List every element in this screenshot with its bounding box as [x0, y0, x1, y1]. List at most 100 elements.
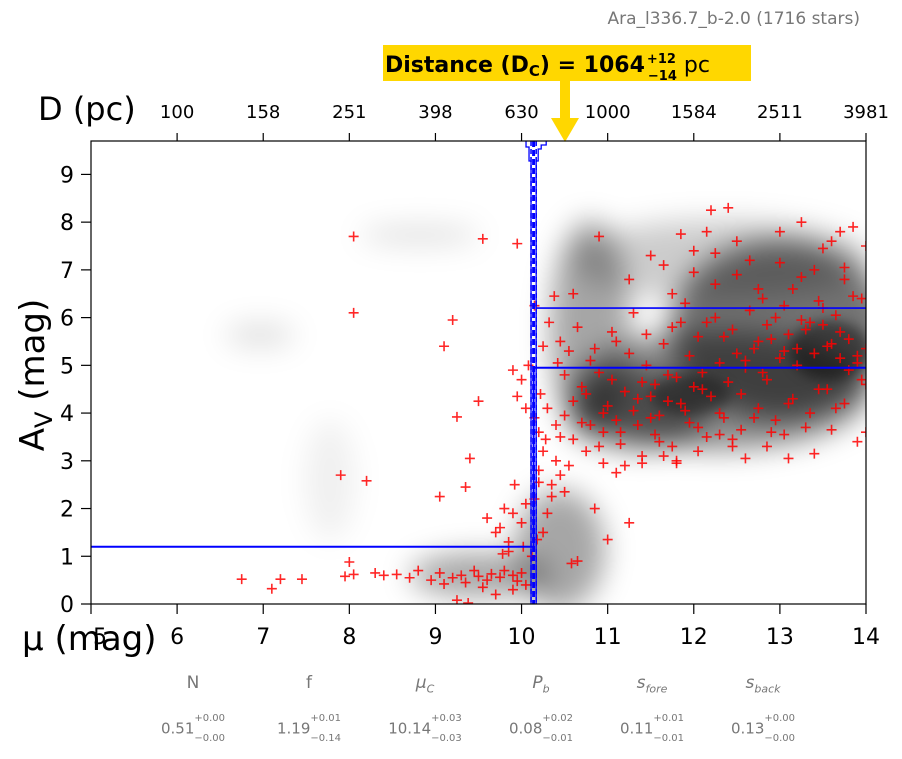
- star-point: [624, 274, 635, 285]
- star-point: [632, 393, 643, 404]
- star-point: [766, 427, 777, 438]
- star-point: [650, 429, 661, 440]
- star-point: [340, 571, 351, 582]
- star-point: [434, 567, 445, 578]
- star-point: [624, 517, 635, 528]
- star-point: [568, 434, 579, 445]
- star-point: [809, 264, 820, 275]
- star-point: [861, 241, 866, 252]
- star-point: [684, 417, 695, 428]
- param-value: 10.14+0.03 −0.03: [388, 713, 462, 744]
- star-point: [594, 367, 605, 378]
- star-point: [464, 453, 475, 464]
- star-point: [551, 455, 561, 466]
- star-point: [266, 583, 277, 594]
- param-value: 0.11+0.01 −0.01: [619, 713, 685, 744]
- param-value: 0.08+0.02 −0.01: [508, 713, 574, 744]
- star-point: [736, 424, 747, 435]
- star-point: [852, 436, 863, 447]
- star-point: [526, 551, 537, 562]
- star-point: [835, 226, 846, 237]
- star-point: [779, 346, 790, 357]
- star-point: [572, 322, 583, 333]
- param-value: 0.51+0.00 −0.00: [160, 713, 226, 744]
- star-point: [628, 307, 639, 318]
- star-point: [744, 305, 755, 316]
- param-name: N: [186, 673, 200, 693]
- star-point: [783, 398, 794, 409]
- x-tick-label: 14: [852, 625, 880, 650]
- posterior-histogram: [525, 141, 547, 604]
- star-point: [555, 470, 566, 481]
- param-name: Pb: [532, 673, 550, 696]
- star-point: [503, 536, 514, 547]
- star-point: [566, 558, 577, 569]
- star-point: [688, 267, 699, 278]
- star-point: [585, 420, 596, 431]
- star-point: [757, 293, 768, 304]
- star-point: [507, 584, 518, 595]
- param-value: 1.19+0.01 −0.14: [276, 713, 342, 744]
- x-axis-label: μ (mag): [22, 619, 157, 659]
- star-point: [594, 441, 605, 452]
- star-point: [861, 427, 866, 438]
- star-point: [509, 479, 520, 490]
- star-point: [378, 570, 389, 581]
- star-point: [770, 312, 781, 323]
- star-point: [439, 341, 450, 352]
- star-point: [559, 486, 570, 497]
- star-point: [761, 374, 772, 385]
- star-point: [706, 391, 716, 402]
- star-point: [675, 317, 686, 328]
- star-point: [843, 334, 854, 345]
- star-point: [348, 231, 359, 242]
- star-point: [805, 317, 816, 328]
- star-point: [667, 322, 678, 333]
- star-point: [684, 350, 695, 361]
- star-point: [856, 293, 866, 304]
- star-point: [710, 248, 721, 259]
- star-point: [787, 283, 798, 294]
- star-point: [805, 408, 816, 419]
- star-point: [507, 365, 518, 376]
- star-point: [658, 338, 669, 349]
- star-point: [598, 458, 609, 469]
- star-point: [727, 324, 738, 335]
- star-point: [744, 255, 755, 266]
- param-s-fore: sfore 0.11+0.01 −0.01: [592, 670, 712, 744]
- star-point: [817, 243, 828, 254]
- star-point: [533, 465, 544, 476]
- star-point: [774, 257, 785, 268]
- star-point: [589, 503, 600, 514]
- x-tick-label: 5: [93, 625, 107, 650]
- star-point: [559, 410, 570, 421]
- top-tick-label: 2511: [757, 102, 803, 123]
- star-point: [671, 458, 682, 469]
- star-point: [413, 565, 424, 576]
- x-tick-label: 8: [342, 625, 356, 650]
- star-point: [749, 412, 760, 423]
- star-point: [469, 565, 480, 576]
- star-point: [456, 570, 467, 581]
- star-point: [535, 388, 546, 399]
- star-point: [606, 374, 617, 385]
- star-point: [645, 250, 656, 261]
- star-point: [753, 283, 764, 294]
- star-point: [706, 205, 716, 216]
- star-point: [542, 403, 553, 414]
- x-tick-label: 9: [428, 625, 442, 650]
- top-axis-label: D (pc): [38, 90, 136, 128]
- star-point: [796, 272, 807, 283]
- star-point: [520, 498, 531, 509]
- star-point: [761, 441, 772, 452]
- star-point: [611, 336, 622, 347]
- star-point: [594, 231, 605, 242]
- star-point: [391, 569, 402, 580]
- star-point: [740, 453, 751, 464]
- star-point: [598, 427, 609, 438]
- star-point: [615, 427, 626, 438]
- x-tick-label: 7: [256, 625, 270, 650]
- star-point: [654, 436, 665, 447]
- field-label: Ara_l336.7_b-2.0 (1716 stars): [607, 9, 860, 29]
- density-blob: [570, 220, 866, 300]
